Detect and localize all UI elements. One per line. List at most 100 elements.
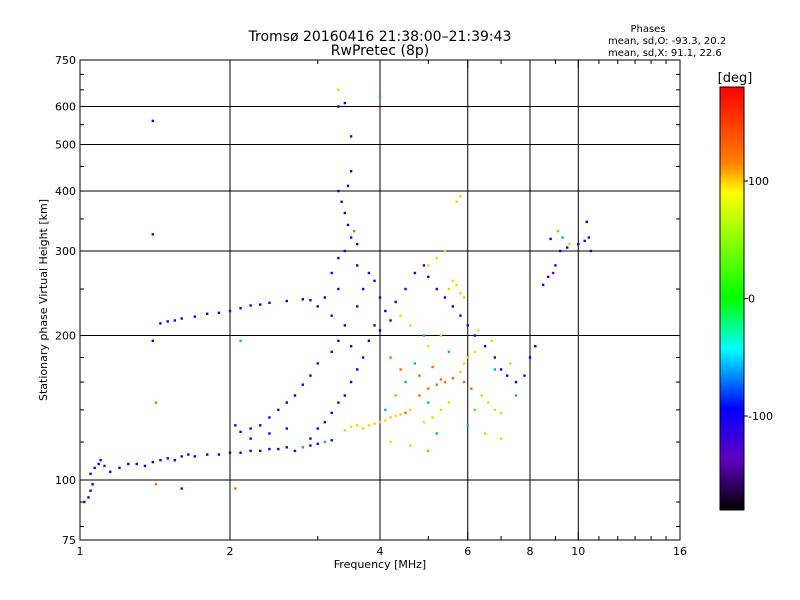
data-point	[483, 432, 487, 435]
x-tick-label: 2	[227, 545, 234, 558]
data-point	[217, 311, 221, 315]
data-point	[443, 380, 447, 384]
data-point	[293, 449, 297, 453]
data-point	[249, 449, 252, 453]
data-point	[418, 374, 421, 377]
data-point	[337, 88, 340, 92]
data-point	[459, 370, 462, 374]
x-tick-label: 4	[377, 545, 384, 558]
data-point	[309, 298, 312, 302]
data-point	[151, 339, 155, 343]
data-point	[367, 424, 371, 427]
data-point	[337, 401, 340, 404]
data-point	[427, 264, 430, 267]
data-point	[367, 271, 371, 275]
x-tick-label: 8	[527, 545, 534, 558]
data-point	[585, 220, 588, 224]
data-point	[349, 380, 353, 384]
data-point	[378, 329, 382, 332]
data-point	[413, 362, 417, 365]
x-tick-label: 6	[464, 545, 471, 558]
data-point	[443, 249, 447, 253]
data-point	[473, 408, 477, 412]
data-point	[309, 374, 312, 377]
data-point	[154, 401, 158, 404]
data-point	[470, 387, 473, 390]
y-tick-label: 100	[55, 474, 76, 487]
data-point	[143, 464, 147, 468]
data-point	[277, 447, 280, 451]
data-point	[459, 292, 462, 295]
data-point	[399, 413, 402, 416]
data-point	[451, 376, 455, 380]
data-point	[109, 470, 112, 474]
data-point	[422, 420, 426, 424]
data-point	[462, 296, 466, 299]
data-point	[268, 432, 271, 435]
data-point	[89, 489, 92, 492]
data-point	[462, 362, 466, 365]
data-point	[349, 135, 353, 138]
data-point	[541, 283, 545, 287]
data-point	[577, 242, 580, 246]
data-point	[499, 411, 503, 415]
colorbar-gradient	[720, 87, 744, 510]
data-point	[239, 430, 242, 434]
data-point	[205, 312, 209, 315]
data-point	[337, 189, 340, 193]
data-point	[309, 437, 312, 440]
data-point	[330, 350, 333, 353]
data-point	[180, 455, 183, 458]
data-point	[180, 487, 183, 490]
data-point	[159, 322, 162, 325]
data-point	[373, 279, 376, 283]
stats-o-line: mean, sd,O: -93.3, 20.2	[608, 36, 726, 47]
data-point	[447, 287, 451, 291]
data-point	[249, 427, 252, 430]
data-point	[528, 356, 532, 359]
data-point	[378, 95, 382, 98]
data-point	[193, 315, 197, 318]
data-point	[451, 305, 455, 308]
data-point	[151, 460, 155, 464]
data-point	[427, 401, 430, 404]
data-point	[285, 427, 288, 430]
data-point	[418, 394, 421, 397]
y-tick-label: 300	[55, 245, 76, 258]
data-point	[493, 368, 497, 371]
data-point	[323, 296, 327, 299]
data-point	[394, 414, 397, 418]
data-point	[499, 437, 503, 440]
data-point	[435, 287, 438, 291]
data-point	[483, 345, 487, 348]
data-point	[343, 211, 347, 215]
data-point	[384, 309, 387, 313]
data-point	[568, 242, 571, 246]
data-point	[466, 424, 469, 427]
data-point	[83, 500, 86, 504]
data-point	[459, 314, 462, 317]
data-point	[477, 329, 480, 332]
data-point	[316, 442, 319, 445]
data-point	[422, 264, 426, 267]
data-point	[239, 307, 242, 310]
data-point	[323, 420, 327, 424]
data-point	[259, 424, 262, 427]
data-point	[384, 408, 387, 412]
colorbar-tick-label: -100	[748, 410, 773, 423]
data-point	[187, 453, 190, 456]
data-point	[355, 424, 359, 427]
data-point	[193, 455, 197, 458]
data-point	[301, 446, 305, 449]
data-point	[514, 380, 518, 384]
x-axis-label: Frequency [MHz]	[334, 558, 426, 571]
data-point	[97, 462, 100, 466]
data-point	[435, 383, 438, 386]
data-point	[346, 223, 350, 227]
data-point	[268, 416, 271, 419]
data-point	[399, 368, 402, 371]
data-point	[234, 424, 237, 427]
data-point	[413, 271, 417, 275]
chart-title: Tromsø 20160416 21:38:00–21:39:43	[248, 29, 512, 45]
